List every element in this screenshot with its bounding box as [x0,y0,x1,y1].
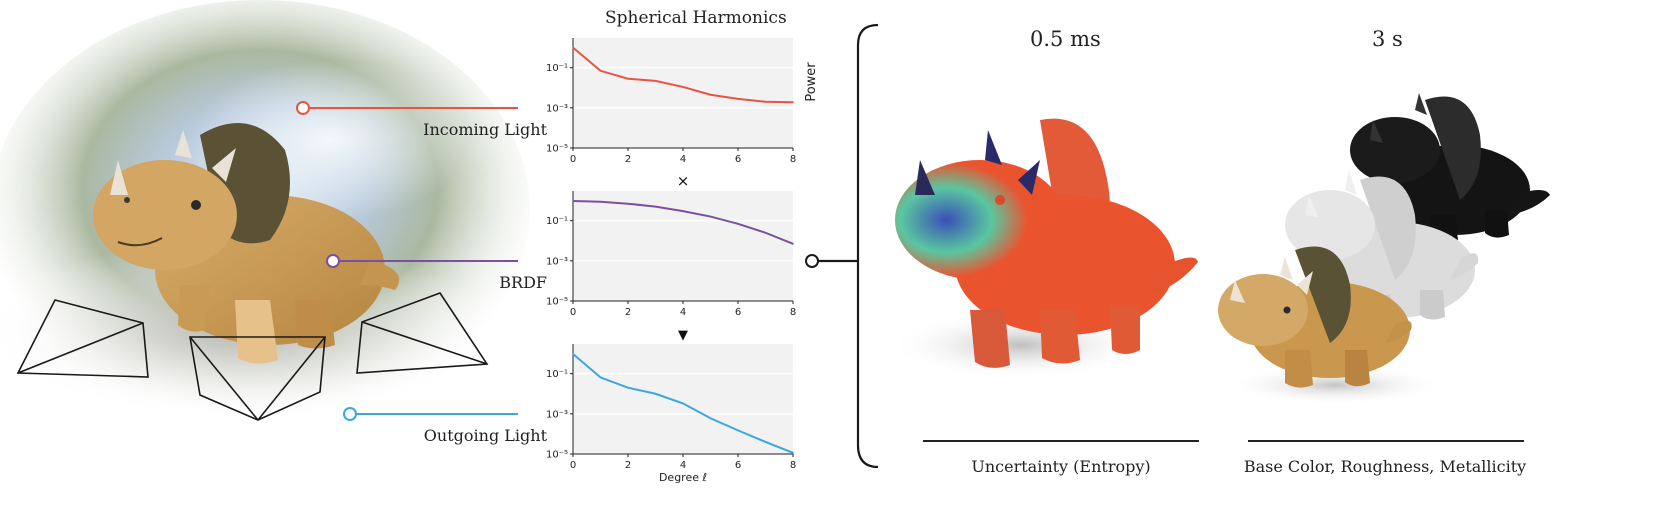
entropy-dino-render [890,118,1198,380]
outgoing-light-plot-area [573,344,793,454]
metallicity-dino-icon [1350,93,1550,242]
data-point [682,210,684,212]
y-tick-label: 10⁻³ [546,103,568,114]
data-point [654,80,657,82]
x-tick-label: 4 [680,460,686,471]
data-point [764,100,767,103]
x-tick-label: 8 [790,460,796,471]
data-point [599,200,602,203]
data-point [737,222,739,225]
brdf-marker [326,254,340,268]
data-point [764,441,767,443]
y-tick-label: 10⁻⁵ [546,144,568,155]
x-axis-label: Degree ℓ [659,471,707,484]
data-point [737,429,739,432]
data-point [572,46,574,49]
data-point [792,451,794,454]
x-tick-label: 2 [625,460,631,471]
y-tick-label: 10⁻¹ [546,216,568,227]
data-point [682,402,684,405]
x-tick-label: 0 [570,307,576,318]
data-point [627,77,629,80]
incoming-light-marker [296,101,310,115]
left-timing: 0.5 ms [1030,27,1101,51]
data-point [572,353,574,355]
data-point [792,243,794,245]
y-tick-label: 10⁻⁵ [546,450,568,461]
y-tick-label: 10⁻³ [546,409,568,420]
data-point [654,392,657,395]
brdf-plot-area [573,191,793,301]
material-dino-renders [1218,93,1550,405]
data-point [599,376,602,379]
data-point [737,98,739,100]
x-tick-label: 6 [735,307,741,318]
data-point [572,200,574,202]
x-tick-label: 8 [790,154,796,165]
data-point [709,93,712,96]
y-axis-label: Power [804,62,819,102]
data-point [709,417,712,420]
x-tick-label: 8 [790,307,796,318]
data-point [654,205,657,208]
x-tick-label: 0 [570,460,576,471]
x-tick-label: 2 [625,307,631,318]
y-tick-label: 10⁻³ [546,256,568,267]
data-point [764,231,767,234]
y-tick-label: 10⁻¹ [546,63,568,74]
left-caption-rule [923,440,1199,442]
outgoing-light-marker [343,407,357,421]
x-tick-label: 4 [680,307,686,318]
bracket-node-marker [805,254,819,268]
data-point [682,86,684,88]
multiply-operator: × [677,172,690,190]
right-timing: 3 s [1372,27,1403,51]
result-operator: ▼ [678,328,688,343]
outgoing-light-label: Outgoing Light [423,426,547,445]
x-tick-label: 6 [735,460,741,471]
scene-illustration [0,0,530,421]
base-color-dino-icon [1218,246,1445,405]
x-tick-label: 2 [625,154,631,165]
data-point [627,386,629,389]
data-point [709,215,712,218]
data-point [627,202,629,205]
left-caption: Uncertainty (Entropy) [971,457,1151,476]
data-point [792,101,794,104]
x-tick-label: 6 [735,154,741,165]
x-tick-label: 4 [680,154,686,165]
connector-lines [296,101,518,421]
incoming-light-plot-area [573,38,793,148]
camera-frustum-icon [16,299,149,378]
brdf-label: BRDF [499,273,547,292]
data-point [599,69,602,72]
camera-frustum-icon [356,292,489,374]
right-caption: Base Color, Roughness, Metallicity [1243,457,1527,476]
bracket [805,23,879,469]
y-tick-label: 10⁻¹ [546,369,568,380]
figure-title: Spherical Harmonics [605,8,787,28]
camera-frustum-icon [189,336,326,421]
y-tick-label: 10⁻⁵ [546,297,568,308]
right-caption-rule [1248,440,1524,442]
x-tick-label: 0 [570,154,576,165]
incoming-light-label: Incoming Light [423,120,547,139]
